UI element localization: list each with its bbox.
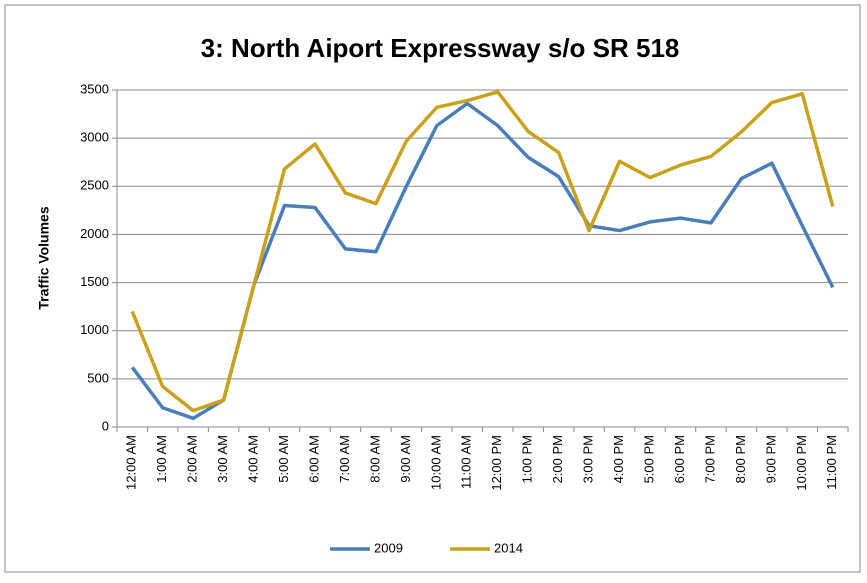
x-tick-label: 2:00 PM — [550, 435, 565, 483]
chart-title: 3: North Aiport Expressway s/o SR 518 — [201, 33, 680, 63]
x-tick-label: 9:00 PM — [763, 435, 778, 483]
y-tick-label: 1000 — [80, 322, 109, 337]
y-tick-label: 500 — [87, 370, 109, 385]
y-axis-label: Traffic Volumes — [36, 206, 52, 309]
y-tick-label: 0 — [102, 418, 109, 433]
x-tick-label: 5:00 AM — [276, 435, 291, 483]
x-tick-label: 8:00 PM — [733, 435, 748, 483]
x-tick-label: 7:00 PM — [702, 435, 717, 483]
x-tick-label: 10:00 PM — [794, 435, 809, 491]
x-tick-label: 11:00 PM — [824, 435, 839, 490]
legend-label: 2009 — [374, 540, 403, 555]
x-tick-label: 10:00 AM — [428, 435, 443, 490]
chart-border — [4, 4, 861, 573]
y-tick-label: 2500 — [80, 178, 109, 193]
x-tick-label: 4:00 AM — [246, 435, 261, 483]
x-tick-label: 1:00 AM — [154, 435, 169, 483]
x-tick-label: 6:00 PM — [672, 435, 687, 483]
x-tick-label: 12:00 AM — [124, 435, 139, 490]
y-tick-label: 3500 — [80, 81, 109, 96]
x-tick-label: 8:00 AM — [367, 435, 382, 483]
x-tick-label: 6:00 AM — [306, 435, 321, 483]
y-tick-label: 3000 — [80, 130, 109, 145]
y-tick-label: 1500 — [80, 274, 109, 289]
x-tick-label: 7:00 AM — [337, 435, 352, 483]
legend-label: 2014 — [494, 540, 523, 555]
x-tick-label: 11:00 AM — [459, 435, 474, 489]
x-tick-label: 1:00 PM — [520, 435, 535, 483]
x-tick-label: 4:00 PM — [611, 435, 626, 483]
x-tick-label: 12:00 PM — [489, 435, 504, 491]
x-tick-label: 9:00 AM — [398, 435, 413, 483]
x-tick-label: 5:00 PM — [641, 435, 656, 483]
y-tick-label: 2000 — [80, 226, 109, 241]
x-tick-label: 3:00 PM — [581, 435, 596, 483]
x-tick-label: 2:00 AM — [185, 435, 200, 483]
x-tick-label: 3:00 AM — [215, 435, 230, 483]
line-series — [130, 90, 835, 413]
